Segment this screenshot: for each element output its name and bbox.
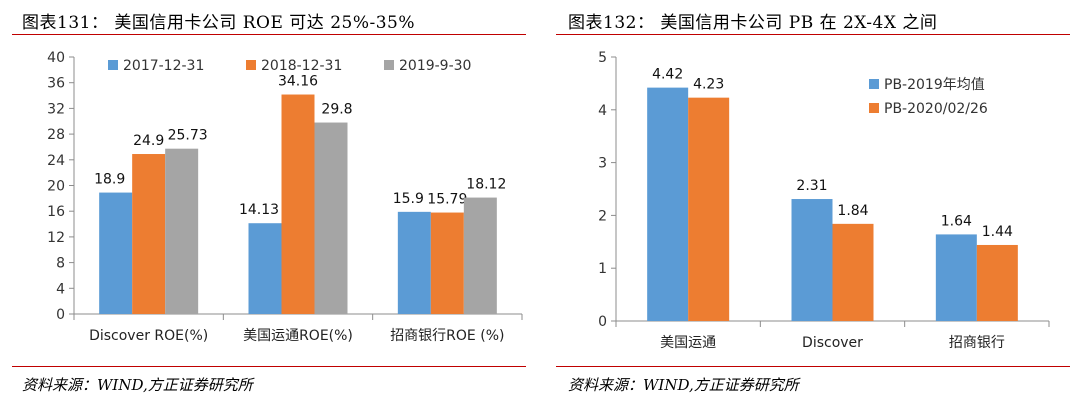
data-label: 4.42 xyxy=(652,67,683,83)
y-tick-label: 0 xyxy=(598,314,607,330)
y-tick-label: 40 xyxy=(47,50,65,66)
legend-swatch xyxy=(108,60,118,70)
y-tick-label: 24 xyxy=(47,153,65,169)
legend-label: 2017-12-31 xyxy=(123,58,204,74)
y-tick-label: 28 xyxy=(47,127,65,143)
legend-label: 2018-12-31 xyxy=(261,58,342,74)
bar xyxy=(976,244,1018,321)
y-tick-label: 32 xyxy=(47,101,65,117)
legend-swatch xyxy=(869,103,879,113)
y-tick-label: 16 xyxy=(47,204,65,220)
x-tick-label: 美国运通 xyxy=(660,335,716,351)
data-label: 1.64 xyxy=(941,213,972,229)
x-tick-label: 招商银行 xyxy=(949,335,1005,351)
data-label: 15.9 xyxy=(393,191,424,207)
data-label: 15.79 xyxy=(427,192,467,208)
legend-swatch xyxy=(384,60,394,70)
data-label: 2.31 xyxy=(796,178,827,194)
y-tick-label: 4 xyxy=(56,281,65,297)
y-tick-label: 8 xyxy=(56,256,65,272)
roe-bar-chart: 0 4 8 12 16 20 24 28 32 36 40 18.9 24.9 25.73 Discover… xyxy=(47,50,523,344)
source-note: 资料来源：WIND,方正证券研究所 xyxy=(568,376,799,394)
data-label: 29.8 xyxy=(321,102,352,118)
y-tick-label: 36 xyxy=(47,76,65,92)
data-label: 18.12 xyxy=(466,177,506,193)
y-tick-label: 0 xyxy=(56,307,65,323)
data-label: 1.84 xyxy=(837,203,868,219)
data-label: 18.9 xyxy=(94,172,125,188)
bar xyxy=(248,223,282,314)
bar xyxy=(832,223,874,321)
pb-bar-chart: 0 1 2 3 4 5 4.42 4.23 美国运通 2.31 1.84 Discover 1.64 1.… xyxy=(598,50,1050,351)
bar xyxy=(463,197,497,314)
x-tick-label: 美国运通ROE(%) xyxy=(243,328,353,344)
y-tick-label: 3 xyxy=(598,156,607,172)
y-tick-label: 1 xyxy=(598,261,607,277)
title-rule xyxy=(556,34,1070,35)
legend-label: 2019-9-30 xyxy=(399,58,471,74)
data-label: 1.44 xyxy=(982,224,1013,240)
source-note: 资料来源：WIND,方正证券研究所 xyxy=(22,376,253,394)
chart-title: 图表132： 美国信用卡公司 PB 在 2X-4X 之间 xyxy=(568,13,938,33)
x-tick-label: Discover ROE(%) xyxy=(89,328,208,344)
bar xyxy=(430,212,464,314)
y-tick-label: 2 xyxy=(598,208,607,224)
bar xyxy=(688,97,730,321)
bar xyxy=(281,94,315,314)
title-rule xyxy=(12,34,526,35)
bar xyxy=(647,87,689,322)
y-tick-label: 12 xyxy=(47,230,65,246)
x-tick-label: 招商银行ROE (%) xyxy=(390,328,504,344)
bar xyxy=(132,154,166,314)
data-label: 34.16 xyxy=(278,74,318,90)
chart-panel-pb: 图表132： 美国信用卡公司 PB 在 2X-4X 之间 0 1 2 3 4 5 4.42 4… xyxy=(556,0,1080,404)
legend-label: PB-2020/02/26 xyxy=(884,101,988,117)
chart-panel-roe: 图表131： 美国信用卡公司 ROE 可达 25%-35% 0 4 8 12 16 20 2… xyxy=(0,0,530,404)
bar xyxy=(165,148,199,314)
source-rule xyxy=(556,366,1070,367)
y-tick-label: 20 xyxy=(47,179,65,195)
chart-title: 图表131： 美国信用卡公司 ROE 可达 25%-35% xyxy=(22,13,416,33)
legend-swatch xyxy=(869,79,879,89)
bar xyxy=(397,211,431,314)
x-tick-label: Discover xyxy=(802,335,863,351)
y-tick-label: 4 xyxy=(598,103,607,119)
bar xyxy=(935,234,977,321)
data-label: 4.23 xyxy=(693,77,724,93)
data-label: 14.13 xyxy=(239,202,279,218)
legend-label: PB-2019年均值 xyxy=(884,77,985,93)
bar xyxy=(314,122,348,314)
y-tick-label: 5 xyxy=(598,50,607,66)
legend-swatch xyxy=(246,60,256,70)
bar xyxy=(99,192,133,314)
bar xyxy=(791,199,833,321)
data-label: 24.9 xyxy=(133,133,164,149)
source-rule xyxy=(12,366,526,367)
data-label: 25.73 xyxy=(168,128,208,144)
